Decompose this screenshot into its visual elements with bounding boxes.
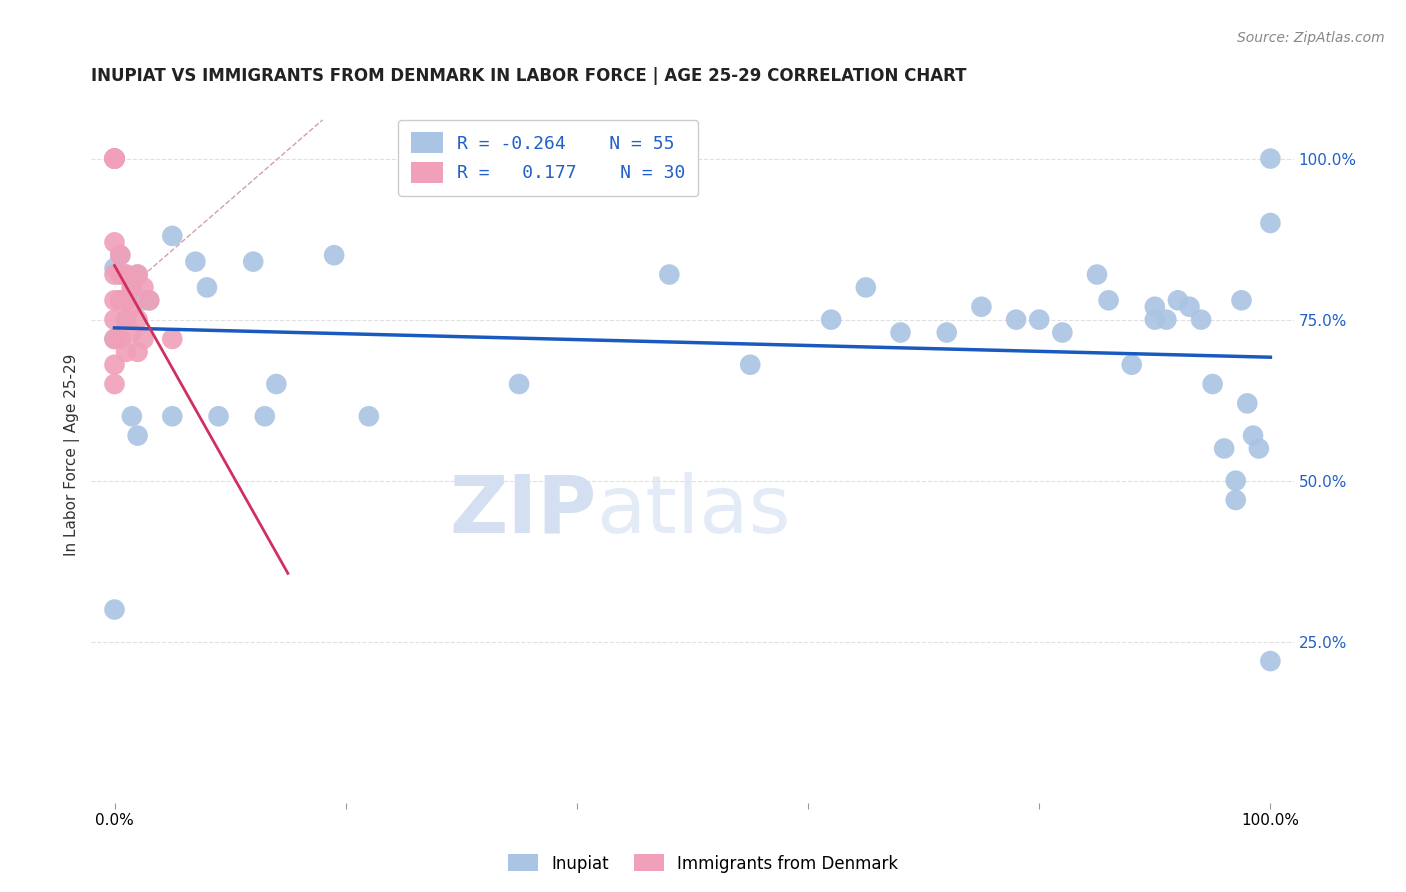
Point (1052, 326, 1074, 340)
Point (1213, 442, 1236, 456)
Point (103, 358, 125, 372)
Point (103, 261, 125, 276)
Legend: R = -0.264    N = 55, R =   0.177    N = 30: R = -0.264 N = 55, R = 0.177 N = 30 (398, 120, 699, 195)
Point (127, 268, 149, 282)
Point (127, 268, 149, 282)
Point (889, 326, 911, 340)
Point (1097, 293, 1119, 308)
Point (1201, 377, 1223, 392)
Text: INUPIAT VS IMMIGRANTS FROM DENMARK IN LABOR FORCE | AGE 25-29 CORRELATION CHART: INUPIAT VS IMMIGRANTS FROM DENMARK IN LA… (91, 67, 967, 85)
Text: Source: ZipAtlas.com: Source: ZipAtlas.com (1237, 31, 1385, 45)
Point (103, 152, 125, 166)
Point (1225, 493, 1247, 508)
Point (1189, 312, 1212, 326)
Point (103, 602, 125, 616)
Point (1247, 442, 1270, 456)
Point (138, 293, 160, 308)
Point (1260, 216, 1282, 230)
Point (110, 293, 132, 308)
Point (127, 428, 149, 442)
Point (253, 409, 276, 424)
Point (121, 280, 143, 294)
Point (103, 152, 125, 166)
Point (103, 293, 125, 308)
Point (162, 409, 184, 424)
Point (1167, 293, 1189, 308)
Point (103, 235, 125, 250)
Point (103, 268, 125, 282)
Point (121, 300, 143, 314)
Point (1230, 293, 1253, 308)
Point (1236, 396, 1258, 410)
Point (110, 248, 132, 262)
Point (242, 254, 264, 268)
Point (132, 332, 155, 346)
Point (121, 326, 143, 340)
Point (658, 268, 681, 282)
Point (1028, 312, 1050, 326)
Point (121, 280, 143, 294)
Point (127, 344, 149, 359)
Point (103, 152, 125, 166)
Point (357, 409, 380, 424)
Point (103, 332, 125, 346)
Point (508, 377, 530, 392)
Point (121, 409, 143, 424)
Point (127, 312, 149, 326)
Point (110, 248, 132, 262)
Point (110, 293, 132, 308)
Point (110, 268, 132, 282)
Text: atlas: atlas (596, 472, 790, 549)
Point (115, 293, 138, 308)
Point (1260, 654, 1282, 668)
Point (1085, 268, 1108, 282)
Point (115, 344, 138, 359)
Point (132, 293, 155, 308)
Point (1156, 312, 1178, 326)
Point (162, 228, 184, 243)
Point (207, 409, 229, 424)
Point (138, 293, 160, 308)
Y-axis label: In Labor Force | Age 25-29: In Labor Force | Age 25-29 (65, 354, 80, 556)
Point (1143, 300, 1166, 314)
Point (323, 248, 346, 262)
Point (103, 377, 125, 392)
Point (970, 300, 993, 314)
Point (110, 268, 132, 282)
Point (115, 268, 138, 282)
Point (184, 254, 207, 268)
Point (195, 280, 218, 294)
Point (1143, 312, 1166, 326)
Point (132, 280, 155, 294)
Point (115, 312, 138, 326)
Point (1241, 428, 1264, 442)
Point (740, 358, 762, 372)
Point (820, 312, 842, 326)
Point (103, 312, 125, 326)
Point (1225, 474, 1247, 488)
Legend: Inupiat, Immigrants from Denmark: Inupiat, Immigrants from Denmark (501, 847, 905, 880)
Point (103, 152, 125, 166)
Point (162, 332, 184, 346)
Point (103, 152, 125, 166)
Point (115, 312, 138, 326)
Point (110, 332, 132, 346)
Point (1121, 358, 1143, 372)
Point (855, 280, 877, 294)
Point (103, 332, 125, 346)
Text: ZIP: ZIP (449, 472, 596, 549)
Point (266, 377, 288, 392)
Point (115, 268, 138, 282)
Point (1005, 312, 1028, 326)
Point (935, 326, 957, 340)
Point (1260, 152, 1282, 166)
Point (1178, 300, 1201, 314)
